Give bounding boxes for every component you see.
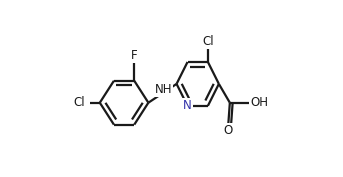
Text: N: N: [183, 99, 192, 112]
Text: O: O: [224, 124, 233, 137]
Text: NH: NH: [154, 83, 172, 96]
Text: Cl: Cl: [202, 35, 214, 48]
Text: F: F: [131, 49, 138, 62]
Text: Cl: Cl: [73, 96, 85, 109]
Text: OH: OH: [250, 96, 268, 109]
